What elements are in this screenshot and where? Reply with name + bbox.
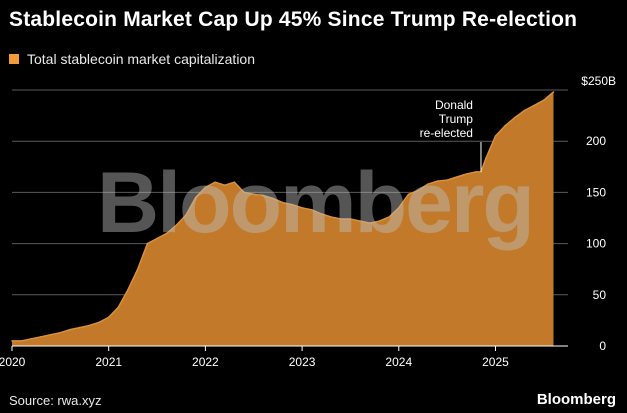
data-point xyxy=(146,242,149,245)
data-point xyxy=(107,316,110,319)
data-point xyxy=(78,326,81,329)
x-tick-label: 2023 xyxy=(289,355,316,369)
data-point xyxy=(552,91,555,93)
data-point xyxy=(223,184,226,186)
data-point xyxy=(117,306,120,308)
data-point xyxy=(281,201,284,204)
data-point xyxy=(69,328,71,331)
x-tick-label: 2020 xyxy=(0,355,26,369)
data-point xyxy=(20,340,23,342)
data-point xyxy=(388,216,390,218)
data-point xyxy=(30,338,33,340)
data-point xyxy=(485,157,487,160)
data-point xyxy=(494,135,497,137)
x-tick-label: 2025 xyxy=(482,355,509,369)
data-point xyxy=(504,125,506,127)
data-point xyxy=(214,181,216,183)
data-point xyxy=(204,186,207,189)
data-point xyxy=(49,333,52,336)
data-point xyxy=(127,288,129,291)
y-tick-label: $250B xyxy=(581,74,616,88)
watermark-text: Bloomberg xyxy=(97,155,533,251)
chart-title: Stablecoin Market Cap Up 45% Since Trump… xyxy=(9,8,578,31)
data-point xyxy=(194,196,197,199)
data-point xyxy=(156,237,158,240)
brand-logo-text: Bloomberg xyxy=(536,391,616,408)
data-point xyxy=(369,222,371,224)
data-point xyxy=(11,340,13,342)
data-point xyxy=(533,104,535,107)
data-point xyxy=(330,216,332,218)
source-note: Source: rwa.xyz xyxy=(9,393,102,408)
data-point xyxy=(165,232,168,235)
data-point xyxy=(40,336,42,338)
data-point xyxy=(301,207,303,209)
y-tick-label: 100 xyxy=(586,237,606,251)
data-point xyxy=(320,213,323,215)
x-tick-label: 2021 xyxy=(95,355,122,369)
data-point xyxy=(88,324,91,327)
y-tick-label: 0 xyxy=(599,339,606,353)
annotation-text: Donald xyxy=(435,98,473,112)
annotation-text: re-elected xyxy=(420,126,473,140)
legend-swatch xyxy=(9,54,19,64)
data-point xyxy=(436,180,439,182)
data-point xyxy=(262,194,265,197)
data-point xyxy=(427,183,429,185)
y-tick-label: 150 xyxy=(586,185,606,199)
area-series xyxy=(12,92,554,346)
data-point xyxy=(417,189,419,192)
legend-label: Total stablecoin market capitalization xyxy=(27,51,256,67)
x-tick-label: 2022 xyxy=(192,355,219,369)
series-line xyxy=(12,91,554,342)
data-point xyxy=(291,203,294,206)
legend: Total stablecoin market capitalization xyxy=(9,51,255,67)
data-point xyxy=(311,209,313,211)
data-point xyxy=(514,116,516,119)
data-point xyxy=(359,220,361,222)
data-point xyxy=(136,268,139,271)
data-point xyxy=(252,193,255,196)
data-point xyxy=(185,214,187,216)
data-point xyxy=(175,224,178,226)
y-tick-label: 50 xyxy=(593,288,607,302)
data-point xyxy=(446,179,448,181)
data-point xyxy=(398,207,400,209)
y-tick-label: 200 xyxy=(586,134,606,148)
data-point xyxy=(272,197,274,200)
x-tick-label: 2024 xyxy=(385,355,412,369)
data-point xyxy=(98,321,100,324)
data-point xyxy=(456,176,458,178)
data-point xyxy=(475,171,477,173)
data-point xyxy=(523,109,526,112)
data-point xyxy=(349,218,352,220)
data-point xyxy=(59,331,62,334)
data-point xyxy=(378,220,381,222)
data-point xyxy=(243,191,245,194)
data-point xyxy=(543,99,545,101)
data-point xyxy=(233,181,236,183)
data-point xyxy=(407,193,410,196)
data-point xyxy=(465,173,468,175)
data-point xyxy=(340,218,342,220)
annotation-text: Trump xyxy=(439,112,474,126)
